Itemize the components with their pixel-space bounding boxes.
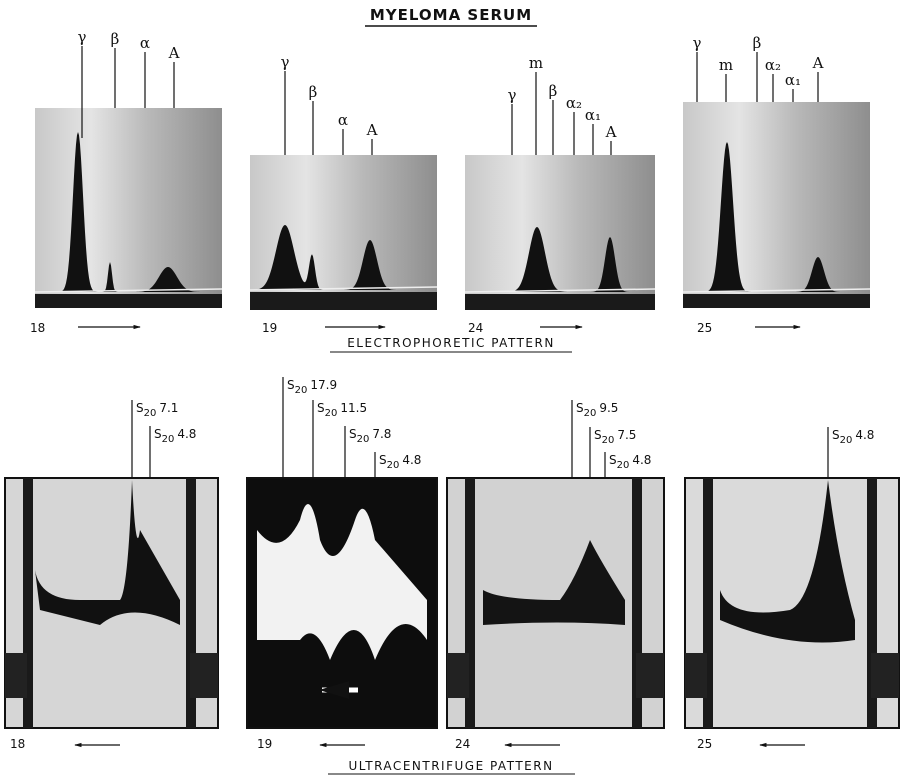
subscript: 20 [325, 408, 338, 419]
subscript: 20 [357, 434, 370, 445]
caption: ELECTROPHORETIC PATTERN [347, 336, 555, 350]
photo-edge [465, 294, 655, 310]
panel-number: 19 [257, 737, 272, 751]
cell-window [636, 653, 664, 698]
panel-number: 24 [468, 321, 483, 335]
symbol: S [349, 427, 357, 441]
symbol: S [379, 453, 387, 467]
value: 4.8 [402, 453, 421, 467]
peak-label: α₁ [785, 71, 801, 89]
peak-label: γ [78, 28, 87, 46]
panel-number: 19 [262, 321, 277, 335]
symbol: S [576, 401, 584, 415]
subscript: 20 [387, 460, 400, 471]
subscript: 20 [584, 408, 597, 419]
symbol: S [317, 401, 325, 415]
panel-number: 18 [30, 321, 45, 335]
photo-edge [250, 292, 437, 310]
peak-label: A [812, 54, 824, 72]
symbol: S [287, 378, 295, 392]
panel-number: 25 [697, 737, 712, 751]
peak-label: γ [281, 53, 290, 71]
subscript: 20 [602, 435, 615, 446]
figure-title: MYELOMA SERUM [370, 6, 532, 24]
value: 7.5 [617, 428, 636, 442]
symbol: S [609, 453, 617, 467]
caption: ULTRACENTRIFUGE PATTERN [348, 759, 553, 773]
subscript: 20 [144, 408, 157, 419]
subscript: 20 [162, 434, 175, 445]
peak-label: α [338, 111, 348, 129]
peak-label: β [753, 34, 762, 52]
subscript: 20 [295, 385, 308, 396]
value: 9.5 [599, 401, 618, 415]
value: 4.8 [632, 453, 651, 467]
cell-window [190, 653, 218, 698]
peak-label: β [309, 83, 318, 101]
value: 4.8 [177, 427, 196, 441]
panel-number: 18 [10, 737, 25, 751]
peak-label: α [140, 34, 150, 52]
cell-window [5, 653, 27, 698]
electrophoresis-photo [683, 102, 870, 308]
value: 17.9 [310, 378, 337, 392]
photo-edge [35, 294, 222, 308]
subscript: 20 [617, 460, 630, 471]
electrophoresis-photo [35, 108, 222, 308]
value: 7.1 [159, 401, 178, 415]
figure: MYELOMA SERUM ELECTROPHORETIC PATTERN UL… [0, 0, 901, 776]
peak-label: m [529, 54, 543, 72]
ultracentrifuge-photo [685, 478, 899, 728]
value: 4.8 [855, 428, 874, 442]
peak-label: α₁ [585, 106, 601, 124]
cell-window [871, 653, 899, 698]
subscript: 20 [840, 435, 853, 446]
panel-number: 24 [455, 737, 470, 751]
cell-window [685, 653, 707, 698]
symbol: S [136, 401, 144, 415]
photo-edge [683, 294, 870, 308]
peak-label: β [549, 82, 558, 100]
value: 11.5 [340, 401, 367, 415]
peak-label: α₂ [566, 94, 582, 112]
panel-number: 25 [697, 321, 712, 335]
peak-label: γ [508, 86, 517, 104]
peak-label: A [168, 44, 180, 62]
symbol: S [154, 427, 162, 441]
symbol: S [594, 428, 602, 442]
electrophoresis-photo [465, 155, 655, 310]
peak-label: m [719, 56, 733, 74]
symbol: S [832, 428, 840, 442]
peak-label: γ [693, 34, 702, 52]
value: 7.8 [372, 427, 391, 441]
peak-label: A [605, 123, 617, 141]
cell-window [447, 653, 469, 698]
peak-label: β [111, 30, 120, 48]
peak-label: α₂ [765, 56, 781, 74]
peak-label: A [366, 121, 378, 139]
